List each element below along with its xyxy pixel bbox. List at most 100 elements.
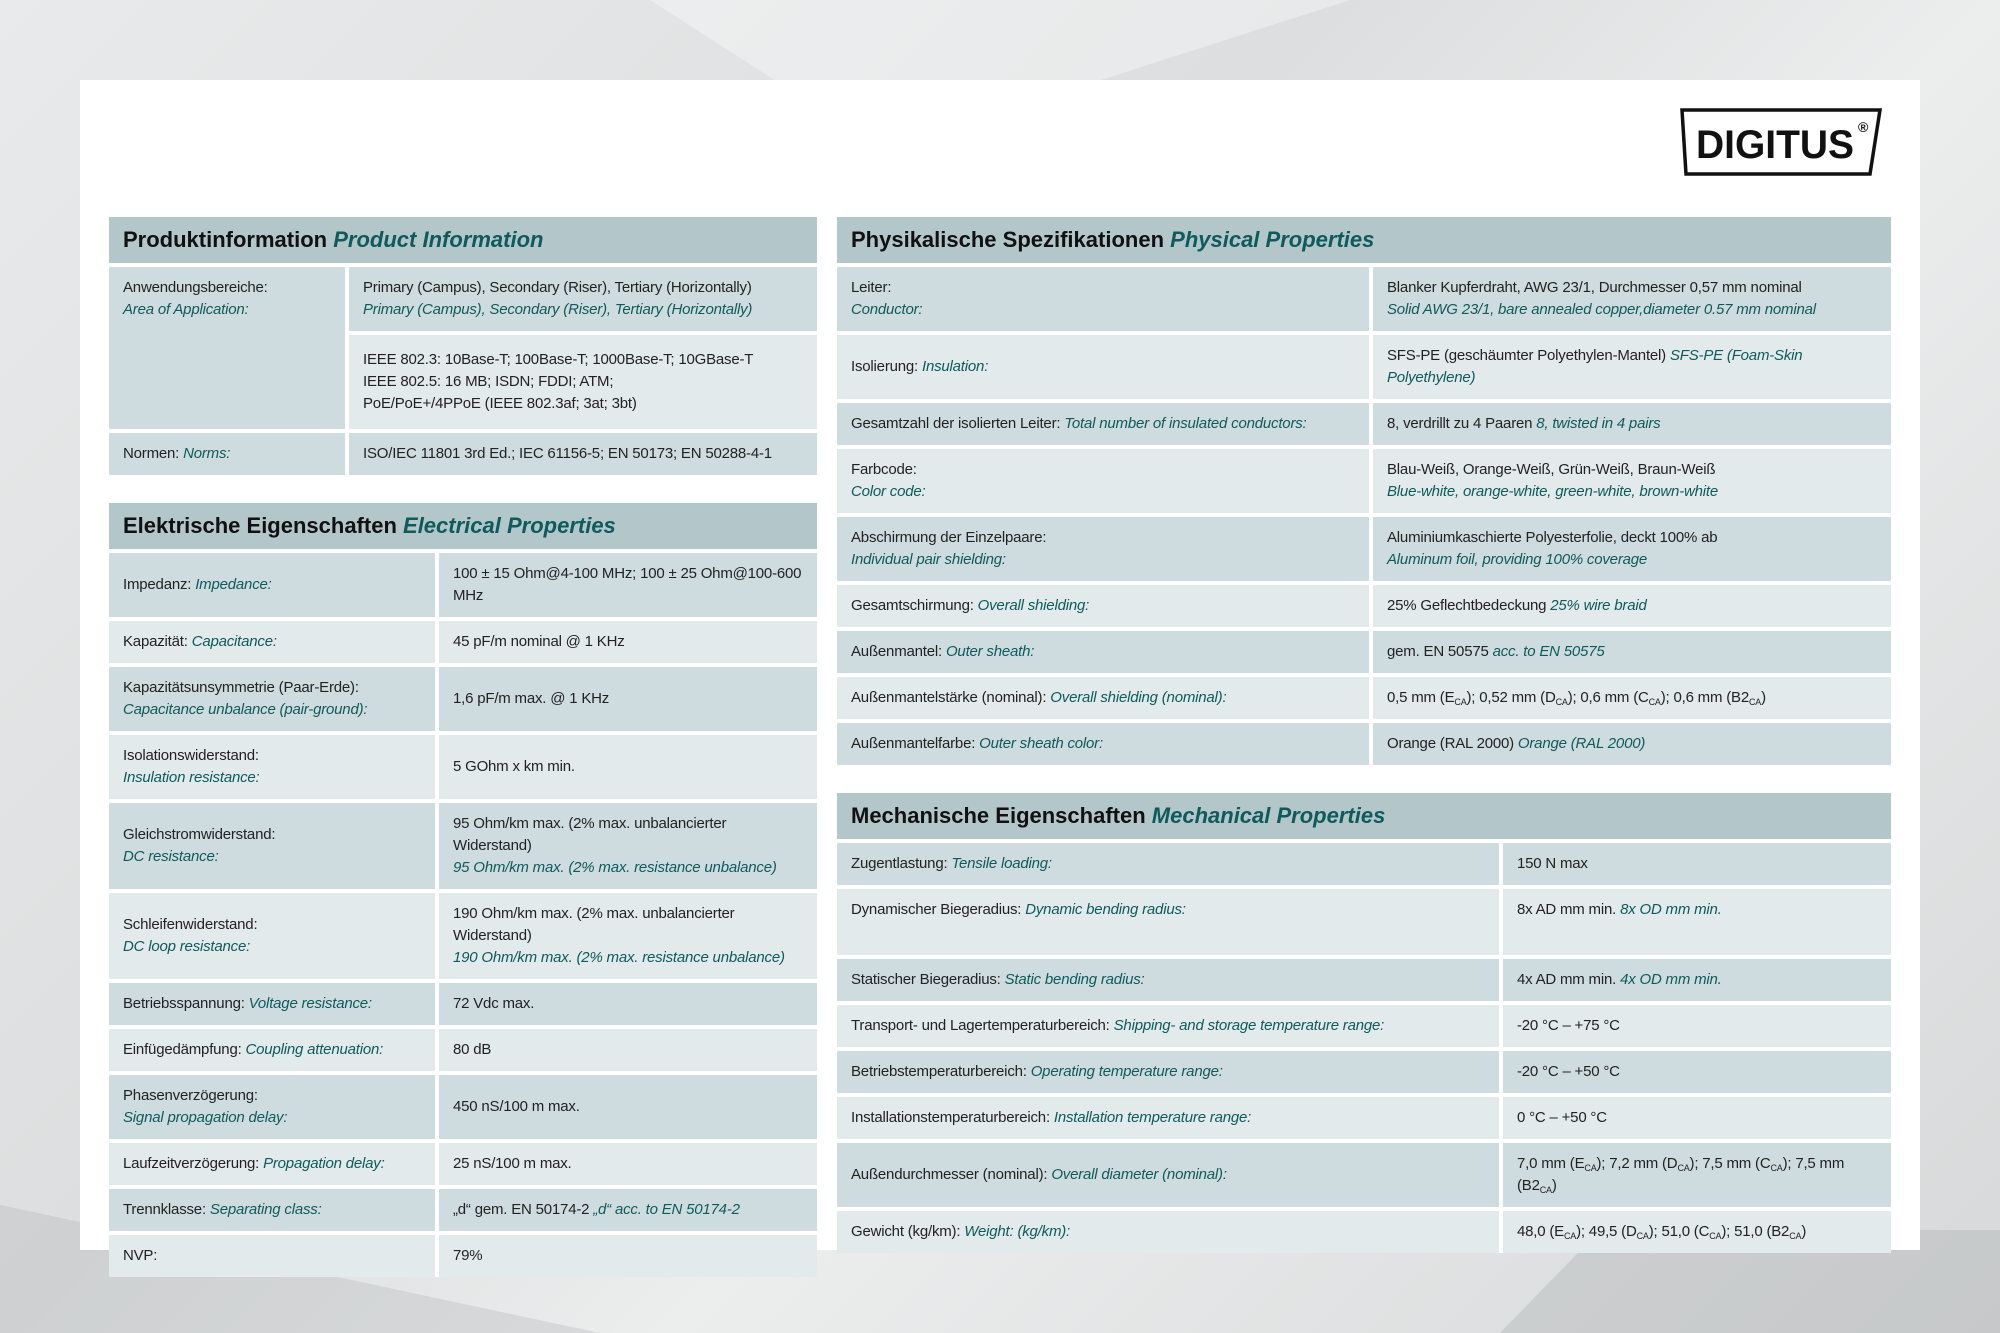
value-de: -20 °C – +75 °C [1517, 1017, 1620, 1034]
value-de: 0,5 mm (ECA); 0,52 mm (DCA); 0,6 mm (CCA… [1387, 689, 1766, 707]
spec-row: Zugentlastung: Tensile loading: 150 N max [837, 843, 1891, 885]
value-text: ) [1761, 689, 1766, 706]
right-column: Physikalische Spezifikationen Physical P… [837, 217, 1891, 1281]
spec-row: Betriebsspannung: Voltage resistance: 72 … [109, 983, 817, 1025]
value-text: ); 51,0 (C [1648, 1223, 1710, 1240]
label-de: Trennklasse: [123, 1201, 206, 1218]
digitus-logo: DIGITUS ® [1680, 108, 1883, 176]
label-de: Farbcode: [851, 461, 917, 478]
spec-row: Gesamtzahl der isolierten Leiter: Total … [837, 403, 1891, 445]
spec-label: Phasenverzögerung: Signal propagation del… [109, 1075, 439, 1139]
value-text: 0,5 mm (E [1387, 689, 1455, 706]
spec-label: Kapazität: Capacitance: [109, 621, 439, 663]
label-en: Insulation: [921, 358, 989, 375]
section-header: Mechanische Eigenschaften Mechanical Pro… [837, 793, 1891, 839]
subscript: CA [1539, 1185, 1552, 1195]
label-en: Static bending radius: [1004, 971, 1145, 988]
label-en: Operating temperature range: [1030, 1063, 1223, 1080]
value-de: 8, verdrillt zu 4 Paaren [1387, 415, 1532, 432]
spec-table: Impedanz: Impedance: 100 ± 15 Ohm@4-100 M… [109, 549, 817, 1281]
spec-row: Kapazität: Capacitance: 45 pF/m nominal @… [109, 621, 817, 663]
value-de: 190 Ohm/km max. (2% max. unbalancierter … [453, 903, 803, 947]
section-title-de: Elektrische Eigenschaften [123, 513, 397, 538]
electrical-properties-section: Elektrische Eigenschaften Electrical Pro… [109, 503, 817, 1281]
value-en: acc. to EN 50575 [1492, 643, 1605, 660]
value-de: 0 °C – +50 °C [1517, 1109, 1607, 1126]
value-text: 72 Vdc max. [453, 995, 535, 1012]
label-en: Individual pair shielding: [851, 551, 1006, 568]
value-en: Orange (RAL 2000) [1517, 735, 1646, 752]
value-text: 450 nS/100 m max. [453, 1098, 580, 1115]
value-text: ISO/IEC 11801 3rd Ed.; IEC 61156-5; EN 5… [363, 445, 772, 462]
value-text: 0 °C – +50 °C [1517, 1109, 1607, 1126]
value-de: 25 nS/100 m max. [453, 1155, 572, 1172]
spec-label: Zugentlastung: Tensile loading: [837, 843, 1503, 885]
value-en: 4x OD mm min. [1620, 971, 1722, 988]
spec-value: IEEE 802.3: 10Base-T; 100Base-T; 1000Bas… [349, 335, 817, 429]
spec-value: -20 °C – +50 °C [1503, 1051, 1891, 1093]
value-text: 100 ± 15 Ohm@4-100 MHz; 100 ± 25 Ohm@100… [453, 565, 802, 604]
section-title-en: Physical Properties [1170, 227, 1375, 252]
spec-value: 45 pF/m nominal @ 1 KHz [439, 621, 817, 663]
spec-label: Isolierung: Insulation: [837, 335, 1373, 399]
label-de: Anwendungsbereiche: [123, 279, 268, 296]
spec-value: ISO/IEC 11801 3rd Ed.; IEC 61156-5; EN 5… [349, 433, 817, 475]
value-de: 5 GOhm x km min. [453, 758, 575, 775]
spec-label: Gleichstromwiderstand: DC resistance: [109, 803, 439, 889]
label-en: Total number of insulated conductors: [1064, 415, 1307, 432]
svg-text:®: ® [1858, 119, 1869, 135]
value-en: Blue-white, orange-white, green-white, b… [1387, 483, 1719, 500]
svg-text:DIGITUS: DIGITUS [1696, 123, 1854, 167]
spec-label: Dynamischer Biegeradius: Dynamic bending… [837, 889, 1503, 955]
value-en: Solid AWG 23/1, bare annealed copper,dia… [1387, 301, 1816, 318]
value-de: Orange (RAL 2000) [1387, 735, 1514, 752]
spec-label: Transport- und Lagertemperaturbereich: S… [837, 1005, 1503, 1047]
value-text: 45 pF/m nominal @ 1 KHz [453, 633, 625, 650]
value-text: 25 nS/100 m max. [453, 1155, 572, 1172]
value-de: ISO/IEC 11801 3rd Ed.; IEC 61156-5; EN 5… [363, 445, 772, 462]
label-en: Outer sheath: [945, 643, 1035, 660]
spec-label: NVP: [109, 1235, 439, 1277]
section-header: Physikalische Spezifikationen Physical P… [837, 217, 1891, 263]
label-en: Signal propagation delay: [123, 1109, 288, 1126]
spec-value: 72 Vdc max. [439, 983, 817, 1025]
value-de: 80 dB [453, 1041, 491, 1058]
spec-value: 4x AD mm min. 4x OD mm min. [1503, 959, 1891, 1001]
spec-row: Kapazitätsunsymmetrie (Paar-Erde): Capaci… [109, 667, 817, 731]
value-text: 5 GOhm x km min. [453, 758, 575, 775]
spec-label: Schleifenwiderstand: DC loop resistance: [109, 893, 439, 979]
spec-value: 25% Geflechtbedeckung 25% wire braid [1373, 585, 1891, 627]
label-de: Schleifenwiderstand: [123, 916, 258, 933]
subscript: CA [1454, 697, 1467, 707]
spec-row: Isolierung: Insulation: SFS-PE (geschäumt… [837, 335, 1891, 399]
label-de: Statischer Biegeradius: [851, 971, 1001, 988]
spec-row: Außenmantel: Outer sheath: gem. EN 50575 … [837, 631, 1891, 673]
label-en: Insulation resistance: [123, 769, 260, 786]
value-text: ); 7,5 mm (C [1689, 1155, 1771, 1172]
label-de: Gesamtschirmung: [851, 597, 974, 614]
spec-row: Außenmantelstärke (nominal): Overall shi… [837, 677, 1891, 719]
value-text: Blau-Weiß, Orange-Weiß, Grün-Weiß, Braun… [1387, 461, 1716, 478]
value-text: ); 0,6 mm (C [1567, 689, 1649, 706]
spec-label: Statischer Biegeradius: Static bending r… [837, 959, 1503, 1001]
value-text: SFS-PE (geschäumter Polyethylen-Mantel) [1387, 347, 1666, 364]
label-de: Leiter: [851, 279, 892, 296]
label-en: DC resistance: [123, 848, 219, 865]
value-de: 72 Vdc max. [453, 995, 534, 1012]
value-text: 8, verdrillt zu 4 Paaren [1387, 415, 1533, 432]
spec-label: Außenmantelfarbe: Outer sheath color: [837, 723, 1373, 765]
spec-row: Installationstemperaturbereich: Installa… [837, 1097, 1891, 1139]
spec-value: 450 nS/100 m max. [439, 1075, 817, 1139]
label-de: Normen: [123, 445, 180, 462]
spec-value: 150 N max [1503, 843, 1891, 885]
subscript: CA [1709, 1231, 1722, 1241]
subscript: CA [1789, 1231, 1802, 1241]
section-header: Produktinformation Product Information [109, 217, 817, 263]
label-en: Tensile loading: [951, 855, 1052, 872]
label-de: Betriebstemperaturbereich: [851, 1063, 1027, 1080]
spec-row: Impedanz: Impedance: 100 ± 15 Ohm@4-100 M… [109, 553, 817, 617]
label-de: Laufzeitverzögerung: [123, 1155, 260, 1172]
spec-value: 79% [439, 1235, 817, 1277]
label-en: DC loop resistance: [123, 938, 251, 955]
spec-row: Statischer Biegeradius: Static bending r… [837, 959, 1891, 1001]
